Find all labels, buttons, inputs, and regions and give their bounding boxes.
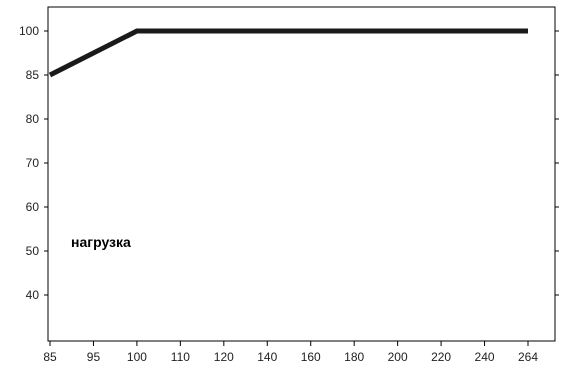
y-tick-label: 50: [26, 244, 40, 258]
x-axis: 85 95 100 110 120 140 160 180 200 220 240 264: [43, 341, 538, 364]
x-tick-label: 160: [301, 350, 321, 364]
x-tick-label: 240: [475, 350, 495, 364]
x-tick-label: 180: [344, 350, 364, 364]
y-tick-label: 40: [26, 288, 40, 302]
x-tick-label: 140: [257, 350, 277, 364]
x-tick-label: 85: [43, 350, 57, 364]
plot-frame: [47, 6, 556, 342]
series-group: [48, 28, 528, 78]
x-tick-label: 200: [388, 350, 408, 364]
annotation-label: нагрузка: [71, 234, 131, 250]
series-line: [48, 28, 528, 78]
x-tick-label: 100: [127, 350, 147, 364]
x-tick-label: 110: [171, 350, 190, 364]
y-tick-label: 85: [26, 68, 40, 82]
y-tick-label: 70: [26, 156, 40, 170]
x-tick-label: 220: [431, 350, 451, 364]
y-axis: 100 85 80 70 60 50 40: [19, 24, 559, 302]
y-tick-label: 80: [26, 112, 40, 126]
y-tick-label: 100: [19, 24, 39, 38]
x-tick-label: 120: [214, 350, 234, 364]
x-tick-label: 264: [518, 350, 538, 364]
y-tick-label: 60: [26, 200, 40, 214]
x-tick-label: 95: [87, 350, 101, 364]
